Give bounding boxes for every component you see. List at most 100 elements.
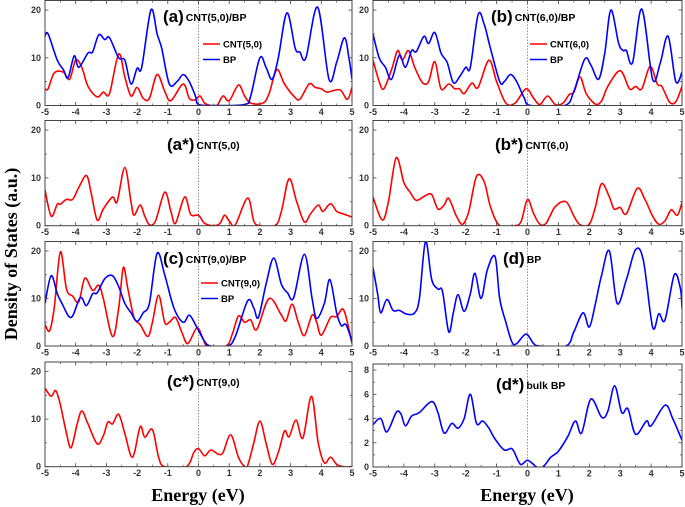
panel-d: -5 -4 -3 -2 -1 0 1 2 3 4 5 0 10 20 (d) BP [359,241,685,358]
panel-c: -5 -4 -3 -2 -1 0 1 2 3 4 5 0 10 20 (c) CNT(9,0)/BP CNT(9… [31,241,355,358]
x-tick-label: 0 [525,348,530,358]
y-tick-label: 20 [31,367,41,377]
x-tick-label: -4 [72,107,80,117]
y-tick-label: 0 [364,462,369,472]
panel-subtitle: CNT(5,0)/BP [186,12,247,24]
x-tick-label: -1 [493,469,501,479]
x-tick-label: -2 [462,107,470,117]
x-tick-label: 4 [319,348,324,358]
x-tick-label: 0 [525,469,530,479]
legend-entry: BP [550,55,564,66]
dos-curve-bulk-bp [373,384,682,467]
x-tick-label: 2 [587,107,592,117]
x-tick-label: -3 [431,227,439,237]
dos-curve-cnt-9-0- [45,387,352,467]
x-tick-label: -2 [462,227,470,237]
y-tick-label: 6 [364,389,369,399]
x-tick-label: 0 [196,468,201,478]
x-tick-label: 1 [556,107,561,117]
y-tick-label: 8 [364,365,369,375]
legend: CNT(5,0) BP [203,40,262,66]
panel-label: (b) [491,7,513,26]
legend-entry: BP [221,294,235,305]
y-axis-label: Density of States (a.u.) [1,168,22,341]
x-tick-label: 1 [227,227,232,237]
x-tick-label: 2 [587,348,592,358]
y-tick-label: 10 [359,53,369,63]
x-tick-label: 2 [587,469,592,479]
dos-curve-cnt-6-0- [373,49,682,106]
y-tick-label: 10 [31,414,41,424]
x-tick-label: 3 [288,107,293,117]
x-tick-label: 0 [196,348,201,358]
x-tick-label: -3 [431,348,439,358]
y-tick-label: 0 [36,221,41,231]
x-tick-label: 3 [618,227,623,237]
x-tick-label: 2 [257,107,262,117]
x-tick-label: -5 [41,227,49,237]
panel-subtitle: bulk BP [526,380,565,392]
x-tick-label: -1 [164,107,172,117]
legend-entry: BP [223,55,237,66]
x-tick-label: 4 [319,227,324,237]
x-tick-label: -5 [41,468,49,478]
y-tick-label: 20 [31,125,41,135]
x-tick-label: -4 [400,469,408,479]
x-tick-label: 4 [649,227,654,237]
y-tick-label: 20 [359,125,369,135]
x-tick-label: -1 [493,227,501,237]
panel-d-star: -5 -4 -3 -2 -1 0 1 2 3 4 5 0 2 4 6 8 (d*) bulk BP [364,363,685,479]
y-tick-label: 0 [364,341,369,351]
x-tick-label: -3 [102,227,110,237]
panel-label: (d*) [496,375,524,394]
x-tick-label: 3 [618,469,623,479]
panel-c-star: -5 -4 -3 -2 -1 0 1 2 3 4 5 0 10 20 (c*) CNT(9,0) [31,361,355,478]
y-tick-label: 0 [364,221,369,231]
x-tick-label: 3 [288,348,293,358]
panel-label: (d) [503,249,525,268]
y-tick-label: 0 [364,101,369,111]
x-tick-label: 0 [525,227,530,237]
x-tick-label: -2 [133,107,141,117]
x-tick-label: 3 [618,348,623,358]
x-tick-label: -5 [41,107,49,117]
dos-curve-cnt-9-0- [45,251,352,346]
x-tick-label: 3 [288,227,293,237]
x-tick-label: 0 [196,107,201,117]
legend-entry: CNT(6,0) [550,40,589,51]
y-tick-label: 0 [36,462,41,472]
y-tick-label: 10 [31,53,41,63]
x-tick-label: -2 [462,469,470,479]
x-tick-label: 0 [525,107,530,117]
x-tick-label: 2 [257,227,262,237]
x-tick-label: -3 [431,107,439,117]
x-tick-label: -2 [133,348,141,358]
x-tick-label: 4 [649,348,654,358]
x-tick-label: 1 [556,469,561,479]
x-axis-label-right: Energy (eV) [480,485,573,506]
legend-entry: CNT(5,0) [223,40,262,51]
x-tick-label: -1 [493,107,501,117]
x-tick-label: 4 [319,468,324,478]
panel-subtitle: CNT(9,0)/BP [186,254,247,266]
panel-a: -5 -4 -3 -2 -1 0 1 2 3 4 5 0 10 20 (a) CNT(5,0)/BP CNT(5… [31,0,355,117]
panel-subtitle: CNT(6,0) [525,140,568,152]
dos-curve-bp [373,241,682,346]
x-tick-label: -5 [369,348,377,358]
y-tick-label: 0 [36,341,41,351]
x-tick-label: -4 [72,227,80,237]
x-tick-label: -4 [72,348,80,358]
y-tick-label: 10 [31,173,41,183]
x-tick-label: -3 [431,469,439,479]
dos-curve-cnt-5-0- [45,53,352,106]
y-tick-label: 10 [359,173,369,183]
x-tick-label: 1 [227,348,232,358]
dos-curve-cnt-5-0- [45,166,352,226]
y-tick-label: 20 [31,5,41,15]
x-tick-label: 1 [227,107,232,117]
panel-label: (b*) [495,135,523,154]
dos-curve-bp [45,6,352,106]
legend: CNT(6,0) BP [530,40,589,66]
x-tick-label: -5 [369,107,377,117]
